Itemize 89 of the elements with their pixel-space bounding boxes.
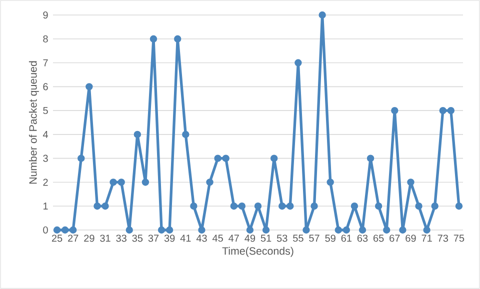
- point: [246, 226, 254, 234]
- point: [142, 178, 150, 186]
- x-tick-label: 45: [212, 234, 223, 242]
- y-tick-label: 7: [43, 59, 48, 66]
- x-tick-label: 61: [341, 234, 352, 242]
- x-tick-label: 65: [374, 234, 384, 242]
- point: [86, 83, 93, 90]
- x-tick-label: 51: [260, 234, 272, 242]
- y-tick-label: 4: [42, 131, 48, 138]
- point: [447, 106, 455, 114]
- x-tick-label: 29: [84, 234, 94, 242]
- x-tick-label: 31: [100, 234, 110, 242]
- point: [126, 226, 133, 234]
- point: [391, 106, 398, 114]
- x-tick-label: 71: [422, 234, 432, 242]
- point: [166, 226, 174, 234]
- point: [78, 154, 85, 162]
- point: [254, 202, 262, 210]
- y-tick-label: 1: [43, 202, 48, 210]
- x-tick-label: 33: [116, 234, 126, 242]
- y-tick-label: 3: [43, 154, 48, 162]
- point: [150, 35, 158, 42]
- point: [70, 226, 77, 234]
- point: [174, 35, 182, 42]
- x-tick-label: 27: [68, 234, 78, 242]
- point: [399, 226, 406, 234]
- x-tick-label: 67: [390, 234, 400, 242]
- y-tick-label: 2: [43, 178, 48, 186]
- point: [358, 226, 366, 234]
- point: [415, 202, 422, 210]
- point: [431, 202, 438, 210]
- point: [423, 226, 430, 234]
- point: [374, 202, 382, 210]
- y-axis-title: Number of Packet queued: [28, 61, 39, 184]
- point: [110, 178, 117, 186]
- x-tick-label: 59: [325, 234, 336, 242]
- point: [190, 202, 198, 210]
- x-tick-label: 69: [406, 234, 416, 242]
- point: [342, 226, 350, 234]
- point: [270, 154, 278, 162]
- point: [455, 202, 463, 210]
- x-tick-label: 41: [180, 234, 191, 242]
- point: [383, 226, 390, 234]
- point: [94, 202, 101, 210]
- x-tick-label: 57: [309, 234, 320, 242]
- point: [230, 202, 238, 210]
- y-tick-label: 6: [43, 83, 48, 90]
- point: [302, 226, 310, 234]
- x-tick-label: 73: [438, 234, 448, 242]
- point: [214, 154, 222, 162]
- x-tick-label: 39: [164, 234, 175, 242]
- y-tick-label: 8: [43, 35, 48, 42]
- point: [158, 226, 166, 234]
- y-tick-label: 0: [43, 226, 48, 234]
- x-tick-label: 55: [293, 234, 304, 242]
- point: [222, 154, 230, 162]
- x-tick-label: 49: [244, 234, 256, 242]
- y-tick-label: 5: [43, 107, 48, 114]
- point: [318, 11, 326, 19]
- point: [334, 226, 342, 234]
- point: [439, 106, 446, 114]
- x-tick-label: 35: [132, 234, 143, 242]
- point: [102, 202, 109, 210]
- point: [310, 202, 318, 210]
- y-tick-label: 9: [43, 11, 48, 19]
- x-tick-label: 75: [454, 234, 464, 242]
- point: [53, 226, 61, 234]
- point: [134, 130, 142, 138]
- point: [366, 154, 374, 162]
- x-axis-title: Time(Seconds): [222, 246, 294, 257]
- point: [286, 202, 294, 210]
- point: [294, 59, 302, 66]
- point: [238, 202, 246, 210]
- x-tick-label: 25: [52, 234, 62, 242]
- point: [262, 226, 270, 234]
- point: [198, 226, 206, 234]
- x-tick-label: 63: [357, 234, 368, 242]
- point: [61, 226, 69, 234]
- point: [350, 202, 358, 210]
- x-tick-label: 37: [148, 234, 159, 242]
- point: [326, 178, 334, 186]
- point: [182, 130, 190, 138]
- point: [278, 202, 286, 210]
- point: [407, 178, 414, 186]
- x-tick-label: 53: [276, 234, 288, 242]
- x-tick-label: 47: [228, 234, 239, 242]
- point: [206, 178, 214, 186]
- point: [118, 178, 125, 186]
- x-tick-label: 43: [196, 234, 207, 242]
